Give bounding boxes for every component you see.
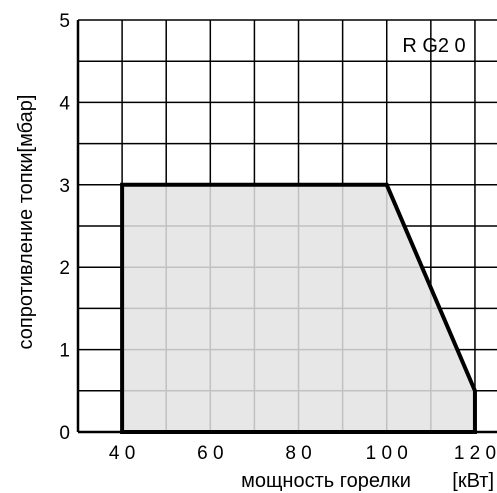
y-tick-label: 3 [59, 176, 70, 197]
axis-labels: сопротивление топки[мбар] мощность горел… [15, 35, 494, 492]
y-axis-label: сопротивление топки[мбар] [15, 95, 37, 350]
x-tick-label: 1 0 0 [366, 443, 408, 464]
working-field-region [120, 182, 477, 434]
x-tick-label: 1 2 0 [454, 443, 496, 464]
chart-id-label: R G2 0 [402, 35, 465, 57]
y-tick-label: 0 [59, 423, 70, 444]
x-tick-label: 4 0 [109, 443, 135, 464]
x-axis-unit: [кВт] [452, 470, 494, 492]
y-tick-label: 2 [59, 258, 70, 279]
x-axis-label: мощность горелки [241, 470, 411, 492]
y-tick-label: 5 [59, 11, 70, 32]
x-tick-label: 6 0 [197, 443, 223, 464]
y-tick-label: 1 [59, 341, 70, 362]
x-tick-label: 8 0 [285, 443, 311, 464]
y-tick-label: 4 [59, 93, 70, 114]
tick-labels: 0 1 2 3 4 5 4 0 6 0 8 0 1 0 0 1 2 0 [59, 11, 496, 464]
